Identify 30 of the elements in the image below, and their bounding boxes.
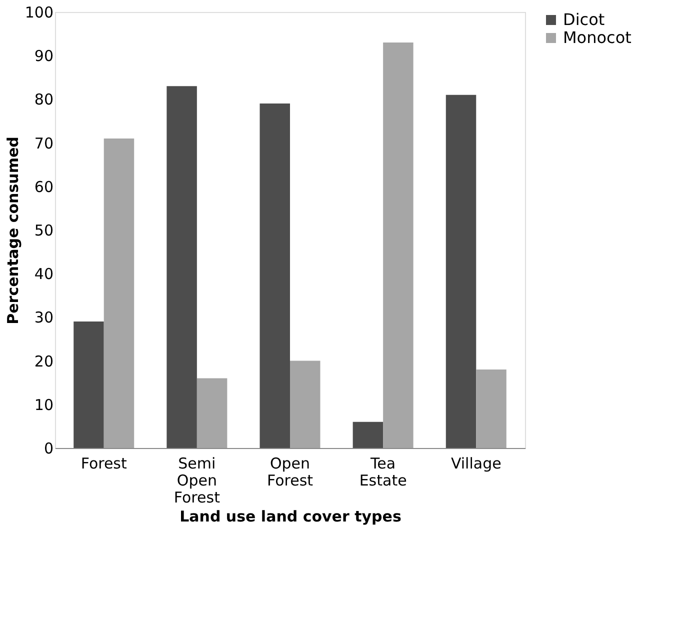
y-tick-label: 60: [34, 178, 54, 196]
x-tick-label: Forest: [80, 454, 127, 472]
legend-label: Dicot: [563, 10, 605, 29]
bar: [446, 94, 476, 448]
bar: [74, 322, 104, 448]
y-tick-label: 100: [24, 4, 54, 22]
bar: [476, 370, 506, 448]
bar: [290, 360, 320, 448]
x-axis-title: Land use land cover types: [180, 508, 402, 526]
y-tick-label: 50: [34, 222, 54, 240]
y-tick-label: 80: [34, 90, 54, 109]
bar: [166, 86, 197, 448]
bar: [383, 42, 414, 448]
y-tick-label: 20: [34, 352, 54, 370]
x-tick-label: Village: [450, 454, 502, 472]
bar: [104, 138, 134, 448]
legend-label: Monocot: [563, 28, 632, 47]
bar: [352, 422, 384, 448]
y-tick-label: 0: [44, 440, 54, 458]
x-tick-label: Open Forest: [266, 454, 314, 490]
y-tick-label: 40: [34, 265, 54, 284]
x-tick-label: Tea Estate: [359, 454, 407, 490]
y-tick-label: 30: [34, 308, 54, 327]
bar: [196, 378, 228, 448]
y-tick-label: 10: [34, 396, 54, 414]
y-tick-label: 90: [34, 47, 54, 66]
y-axis-title: Percentage consumed: [4, 136, 22, 324]
y-tick-label: 70: [34, 134, 54, 152]
x-tick-label: Semi Open Forest: [174, 454, 220, 506]
bar: [260, 104, 290, 448]
